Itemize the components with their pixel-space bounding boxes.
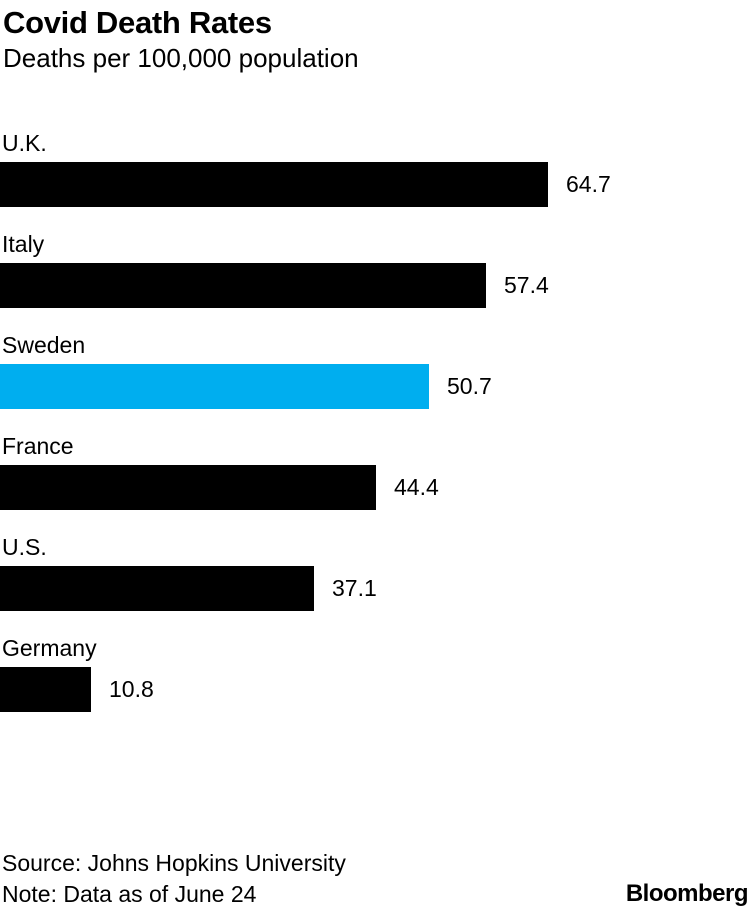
bar-value: 37.1	[332, 575, 377, 601]
bar-row: Germany 10.8	[0, 633, 750, 712]
bar-label: U.K.	[2, 130, 47, 156]
bar-row: Italy 57.4	[0, 229, 750, 308]
bar-row: France 44.4	[0, 431, 750, 510]
bar-label: Sweden	[2, 332, 86, 358]
chart-title: Covid Death Rates	[3, 5, 272, 40]
bar-value: 50.7	[447, 373, 492, 399]
bar-row: Sweden 50.7	[0, 330, 750, 409]
bar	[0, 667, 91, 712]
chart-footer: Source: Johns Hopkins University Note: D…	[0, 848, 346, 910]
bar	[0, 364, 429, 409]
date-note: Note: Data as of June 24	[2, 881, 257, 907]
chart-header: Covid Death Rates Deaths per 100,000 pop…	[0, 0, 750, 75]
bar-value: 10.8	[109, 676, 154, 702]
bar-label: Germany	[2, 635, 97, 661]
bar-track: 57.4	[0, 263, 750, 308]
bar	[0, 465, 376, 510]
bar-value: 64.7	[566, 171, 611, 197]
bar-row: U.S. 37.1	[0, 532, 750, 611]
bar-label: U.S.	[2, 534, 47, 560]
bar-track: 50.7	[0, 364, 750, 409]
bar	[0, 566, 314, 611]
bar-track: 37.1	[0, 566, 750, 611]
bar-chart: U.K. 64.7 Italy 57.4 Sweden 50.7 France 44.4 U.S…	[0, 128, 750, 734]
source-note: Source: Johns Hopkins University	[2, 850, 346, 876]
bar-label: Italy	[2, 231, 45, 257]
bar-label: France	[2, 433, 74, 459]
bar-track: 64.7	[0, 162, 750, 207]
bar-track: 44.4	[0, 465, 750, 510]
chart-subtitle: Deaths per 100,000 population	[3, 43, 359, 73]
bar-value: 57.4	[504, 272, 549, 298]
bar-value: 44.4	[394, 474, 439, 500]
bar	[0, 162, 548, 207]
bar-row: U.K. 64.7	[0, 128, 750, 207]
bloomberg-logo: Bloomberg	[625, 880, 749, 907]
bar	[0, 263, 486, 308]
bar-track: 10.8	[0, 667, 750, 712]
